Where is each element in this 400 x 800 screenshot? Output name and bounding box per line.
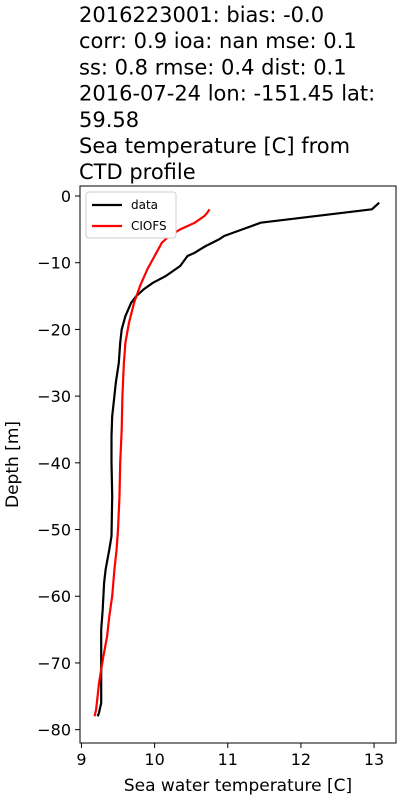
axis-ticks: 9 10 11 12 13 0 −10 −20 −30 −40 −50 −60 −70 −80 <box>37 187 384 769</box>
y-tick-label: −10 <box>37 254 71 273</box>
title-line: ss: 0.8 rmse: 0.4 dist: 0.1 <box>79 55 347 79</box>
y-tick-label: −30 <box>37 387 71 406</box>
y-tick-label: −20 <box>37 320 71 339</box>
y-axis-label: Depth [m] <box>3 421 23 508</box>
x-tick-label: 10 <box>144 750 164 769</box>
x-tick-label: 11 <box>218 750 238 769</box>
y-tick-label: −40 <box>37 454 71 473</box>
legend-label: CIOFS <box>131 219 167 233</box>
series-line-data <box>96 201 380 717</box>
title-line: 2016-07-24 lon: -151.45 lat: <box>79 82 375 106</box>
title-line: Sea temperature [C] from <box>79 134 350 158</box>
title-line: CTD profile <box>79 160 196 184</box>
title-line: 2016223001: bias: -0.0 <box>79 3 324 27</box>
y-tick-label: −60 <box>37 587 71 606</box>
legend: data CIOFS <box>85 191 177 239</box>
series-lines <box>93 201 380 717</box>
y-tick-label: −50 <box>37 521 71 540</box>
x-axis-label: Sea water temperature [C] <box>124 776 352 796</box>
plot-area <box>79 185 397 744</box>
legend-label: data <box>131 198 158 212</box>
title-line: 59.58 <box>79 108 139 132</box>
y-tick-label: 0 <box>61 187 71 206</box>
title-line: corr: 0.9 ioa: nan mse: 0.1 <box>79 29 357 53</box>
x-tick-label: 13 <box>364 750 384 769</box>
y-tick-label: −80 <box>37 721 71 740</box>
y-tick-label: −70 <box>37 654 71 673</box>
x-tick-label: 12 <box>291 750 311 769</box>
x-tick-label: 9 <box>76 750 86 769</box>
